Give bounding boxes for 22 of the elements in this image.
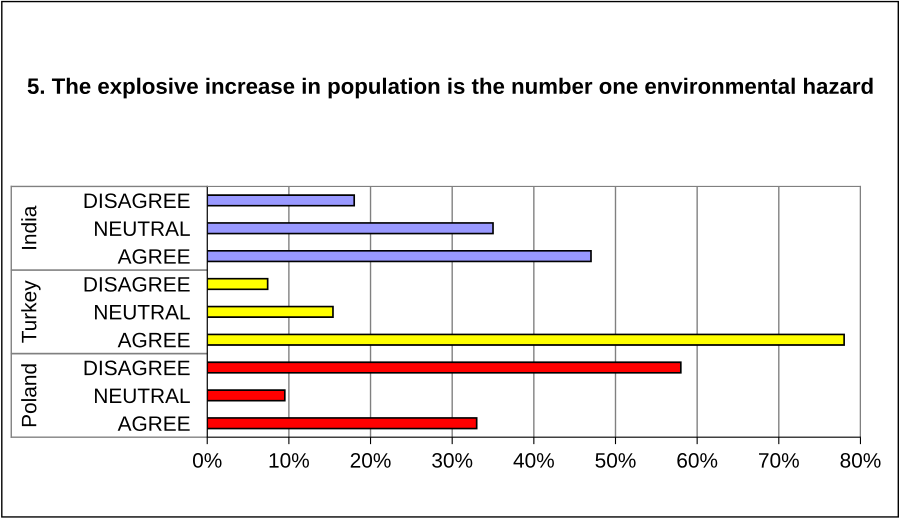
x-tick-label: 40% bbox=[513, 453, 554, 468]
x-tick-label: 70% bbox=[759, 453, 799, 468]
y-tick-label: AGREE bbox=[118, 416, 190, 432]
y-tick-label: AGREE bbox=[118, 332, 190, 348]
y-tick-label: NEUTRAL bbox=[95, 221, 190, 236]
text: Poland bbox=[21, 364, 36, 426]
y-tick-label: DISAGREE bbox=[84, 193, 190, 208]
y-tick-label: DISAGREE bbox=[84, 276, 190, 292]
y-tick-label: NEUTRAL bbox=[95, 388, 190, 404]
x-tick-label: 0% bbox=[192, 453, 222, 468]
x-tick-label: 80% bbox=[840, 453, 881, 468]
text: Turkey bbox=[21, 280, 41, 343]
y-tick-label: NEUTRAL bbox=[95, 305, 190, 320]
x-tick-label: 20% bbox=[350, 453, 391, 468]
x-tick-label: 30% bbox=[432, 453, 472, 468]
x-tick-label: 60% bbox=[677, 453, 718, 468]
y-tick-label: DISAGREE bbox=[84, 360, 190, 376]
x-tick-label: 50% bbox=[595, 453, 636, 468]
text: India bbox=[21, 206, 36, 249]
chart-title: 5. The explosive increase in population is the number one environmental hazard bbox=[28, 78, 873, 98]
x-tick-label: 10% bbox=[270, 453, 309, 468]
y-tick-label: AGREE bbox=[118, 249, 190, 264]
